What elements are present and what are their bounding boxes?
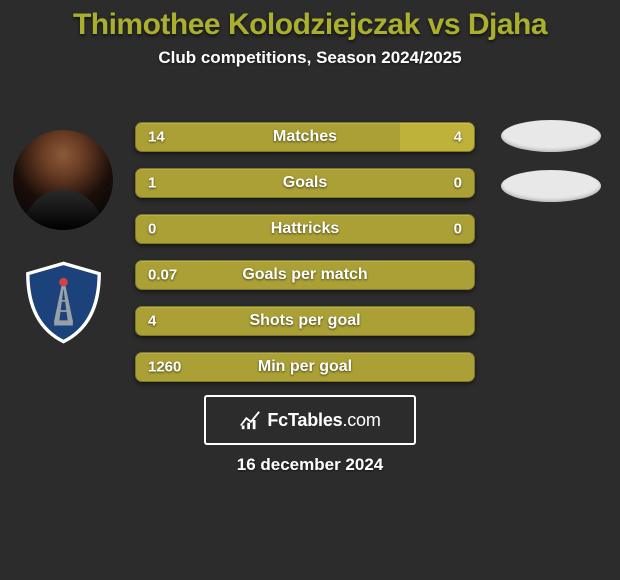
bar-left-segment [136, 123, 400, 151]
date-label: 16 december 2024 [237, 455, 384, 475]
brand-text: FcTables.com [267, 410, 380, 431]
chart-icon [239, 409, 261, 431]
page-title: Thimothee Kolodziejczak vs Djaha [0, 0, 620, 42]
placeholder-ellipse [501, 120, 601, 152]
shield-icon [27, 263, 98, 341]
club-crest [21, 260, 106, 345]
stat-left-value: 0 [148, 221, 156, 238]
brand-suffix: .com [342, 410, 380, 430]
stat-left-value: 1260 [148, 359, 181, 376]
stat-category: Goals per match [242, 266, 367, 284]
stats-bars: 14 Matches 4 1 Goals 0 0 Hattricks 0 0.07 Goals pe… [135, 122, 475, 398]
stat-category: Shots per goal [249, 312, 360, 330]
stat-category: Min per goal [258, 358, 352, 376]
stat-right-value: 0 [454, 175, 462, 192]
stat-left-value: 14 [148, 129, 165, 146]
stat-row: 1260 Min per goal [135, 352, 475, 382]
stat-row: 0 Hattricks 0 [135, 214, 475, 244]
stat-right-value: 0 [454, 221, 462, 238]
page-subtitle: Club competitions, Season 2024/2025 [0, 48, 620, 68]
stat-category: Goals [283, 174, 327, 192]
stat-right-value: 4 [454, 129, 462, 146]
stat-left-value: 0.07 [148, 267, 177, 284]
stat-category: Hattricks [271, 220, 339, 238]
crest-ball-icon [59, 278, 68, 287]
stat-row: 0.07 Goals per match [135, 260, 475, 290]
stat-row: 14 Matches 4 [135, 122, 475, 152]
brand-main: FcTables [267, 410, 342, 430]
left-column [8, 130, 118, 345]
stat-row: 4 Shots per goal [135, 306, 475, 336]
placeholder-ellipse [501, 170, 601, 202]
stat-left-value: 4 [148, 313, 156, 330]
stat-left-value: 1 [148, 175, 156, 192]
brand-badge: FcTables.com [204, 395, 416, 445]
right-column [493, 120, 608, 220]
bar-right-segment [400, 123, 474, 151]
stat-row: 1 Goals 0 [135, 168, 475, 198]
stat-category: Matches [273, 128, 337, 146]
player-avatar [13, 130, 113, 230]
